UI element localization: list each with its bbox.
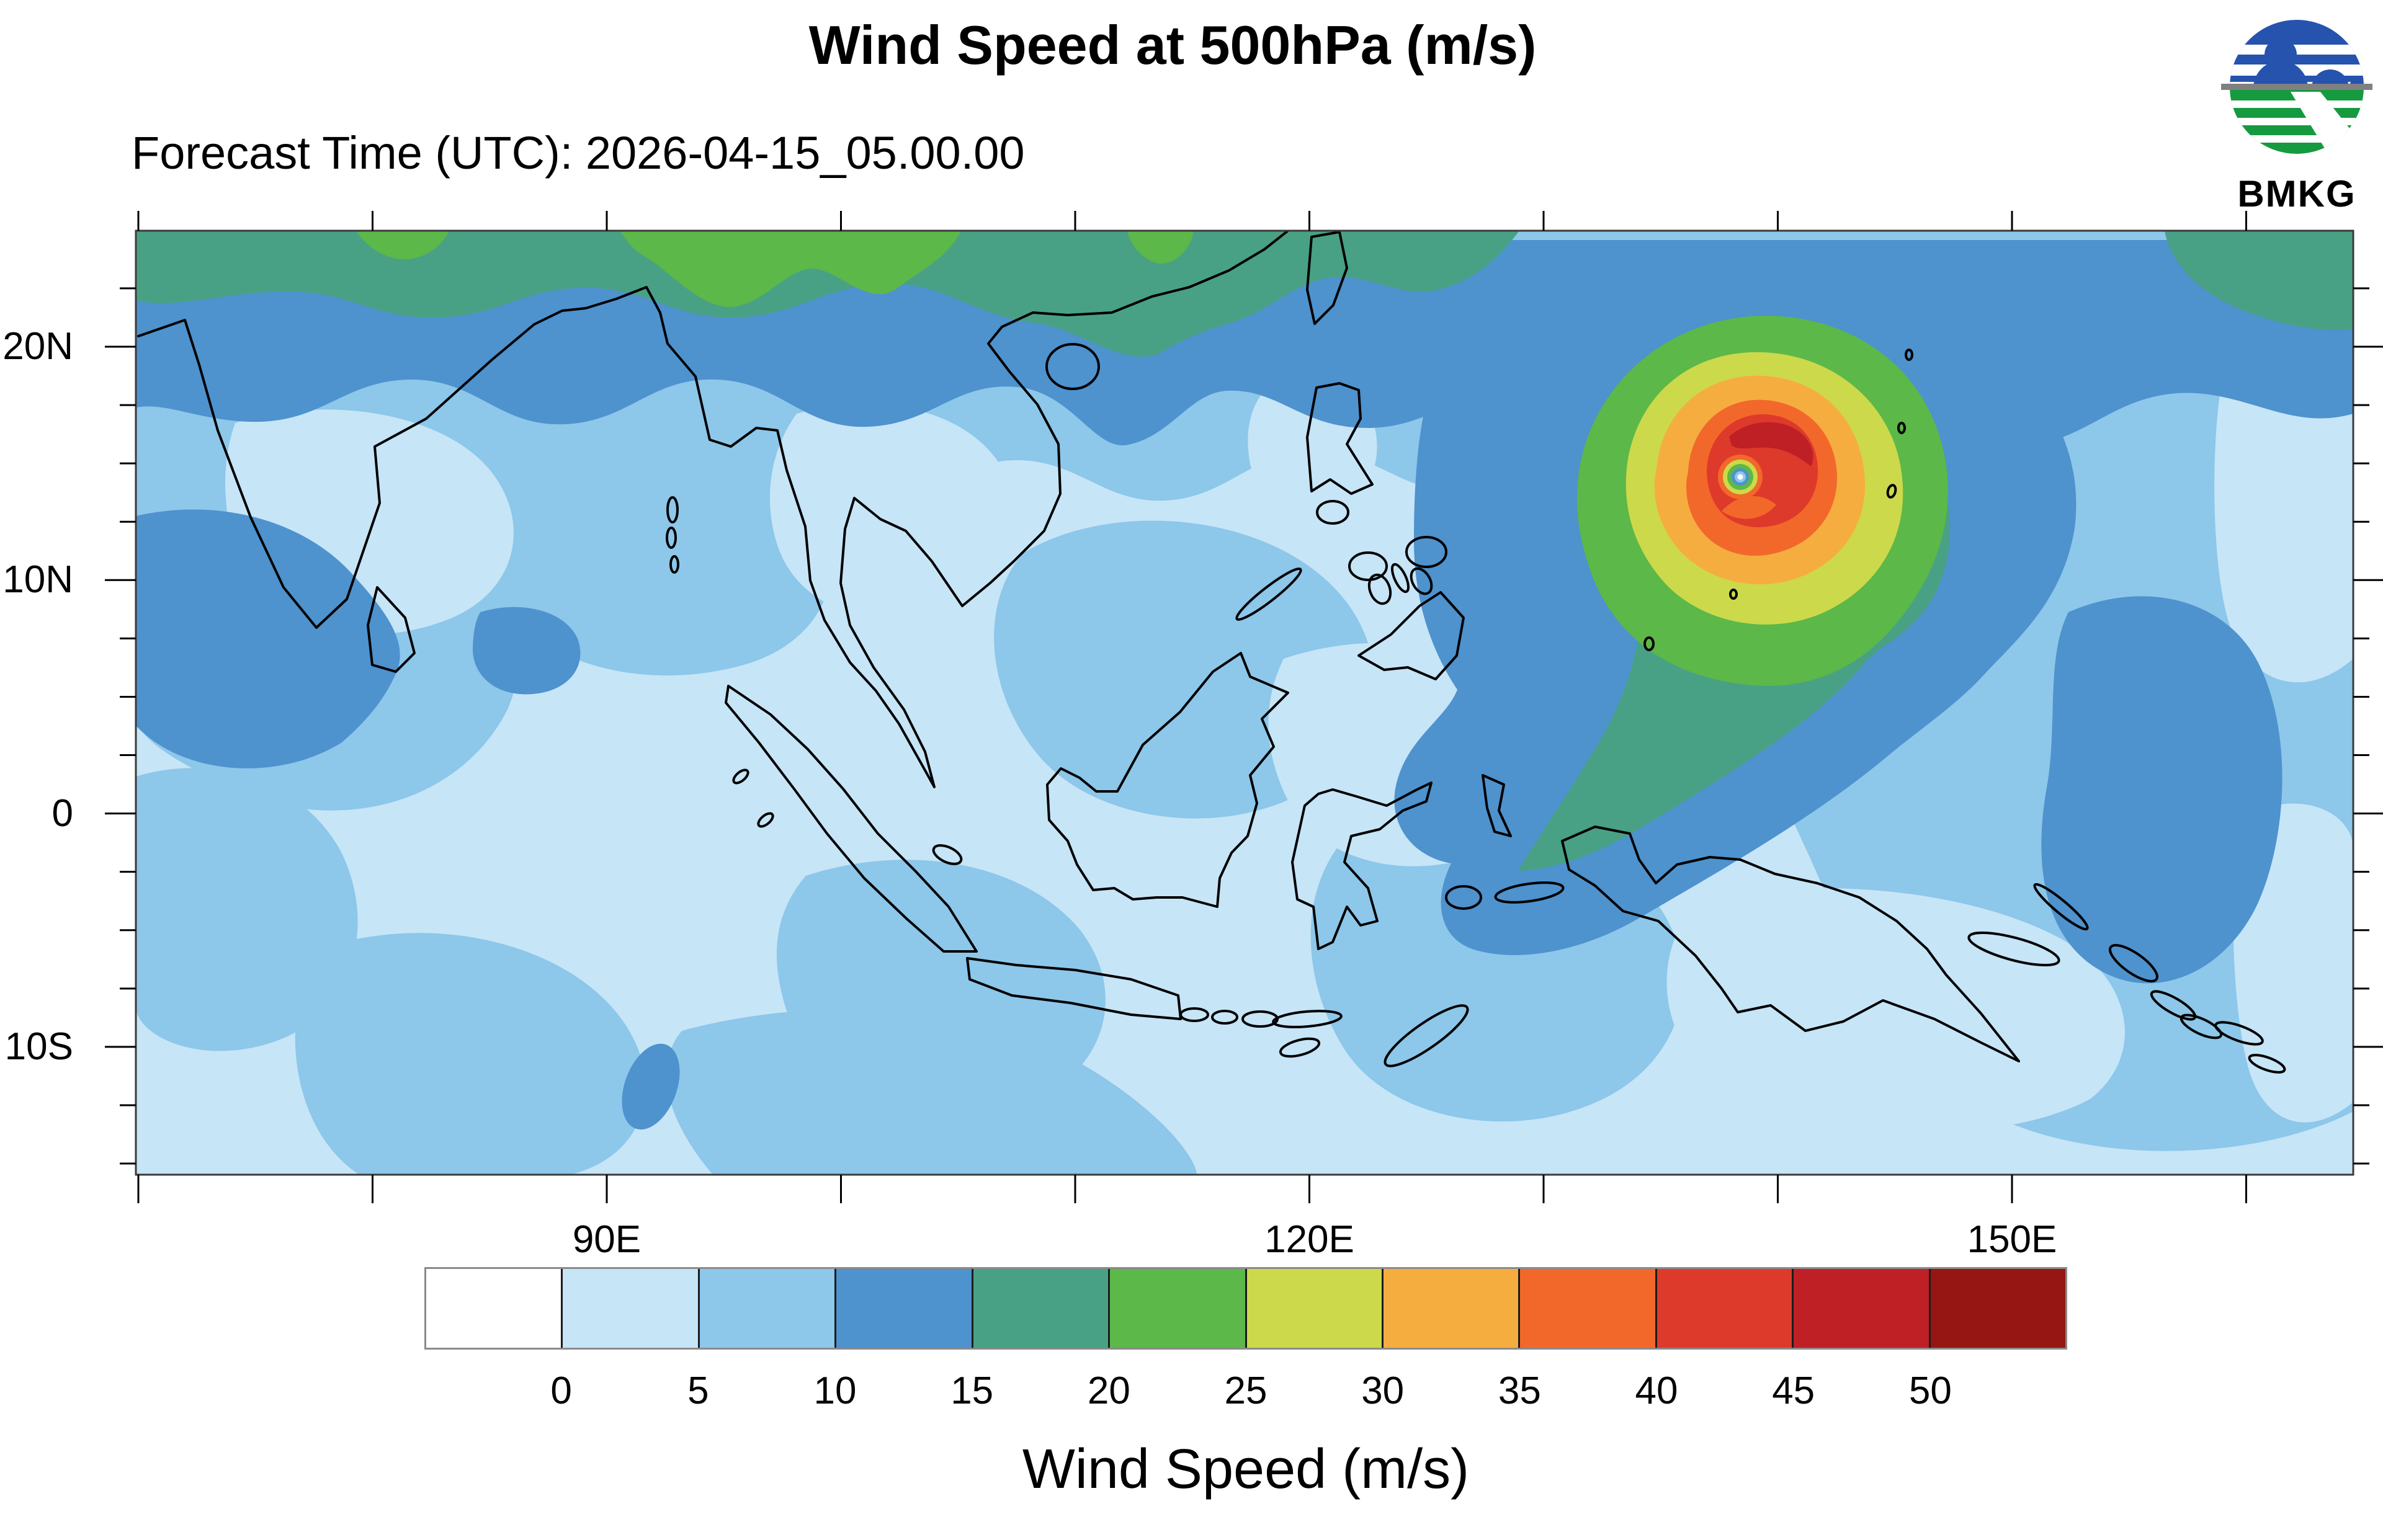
coast-flores xyxy=(1272,1010,1343,1028)
colorbar-cell-10 xyxy=(1792,1269,1929,1348)
colorbar-tick-label: 35 xyxy=(1498,1369,1541,1412)
coast-new-guinea xyxy=(1561,826,2020,1062)
coast-andaman xyxy=(666,496,679,523)
colorbar-cell-2 xyxy=(697,1269,835,1348)
colorbar-tick-label: 20 xyxy=(1087,1369,1130,1412)
colorbar-cell-11 xyxy=(1928,1269,2066,1348)
colorbar-tick-label: 10 xyxy=(813,1369,857,1412)
coast-seram xyxy=(1494,881,1565,904)
map-frame xyxy=(135,229,2354,1176)
lat-tick-label: 10N xyxy=(2,558,73,602)
colorbar-tick-label: 15 xyxy=(950,1369,994,1412)
coast-new-britain xyxy=(1967,931,2060,967)
coastlines xyxy=(137,231,2286,1074)
colorbar-tick-label: 0 xyxy=(550,1369,572,1412)
colorbar-cell-0 xyxy=(426,1269,561,1348)
colorbar-cell-1 xyxy=(561,1269,698,1348)
colorbar-tick-label: 5 xyxy=(687,1369,709,1412)
coast-mindanao xyxy=(1357,591,1465,680)
bmkg-logo-label: BMKG xyxy=(2237,173,2356,215)
axis-ticks xyxy=(105,211,2383,1203)
colorbar-cell-5 xyxy=(1108,1269,1245,1348)
coast-luzon xyxy=(1306,382,1374,495)
lon-tick-label: 90E xyxy=(572,1218,642,1261)
logo-horizon-line xyxy=(2221,84,2372,90)
colorbar-tick-label: 30 xyxy=(1361,1369,1405,1412)
colorbar-cell-4 xyxy=(971,1269,1109,1348)
coast-sumatra xyxy=(725,685,978,953)
colorbar-tick-label: 45 xyxy=(1772,1369,1815,1412)
colorbar-tick-label: 50 xyxy=(1908,1369,1952,1412)
colorbar-tick-label: 40 xyxy=(1635,1369,1678,1412)
coast-sri-lanka xyxy=(367,586,416,673)
contour-band-45-50 xyxy=(1729,422,1813,466)
coast-sulawesi xyxy=(1291,781,1433,950)
lat-tick-label: 0 xyxy=(51,791,73,835)
contour-field xyxy=(136,231,2353,1175)
colorbar-title: Wind Speed (m/s) xyxy=(1022,1438,1470,1500)
lon-tick-label: 150E xyxy=(1967,1218,2057,1261)
colorbar-cell-7 xyxy=(1381,1269,1519,1348)
colorbar-cell-6 xyxy=(1245,1269,1382,1348)
coast-timor xyxy=(1384,1004,1469,1067)
cyclone-eye xyxy=(1718,455,1763,499)
coast-hainan xyxy=(1045,343,1100,390)
coast-halmahera xyxy=(1482,774,1512,837)
coast-asia-mainland xyxy=(137,231,1289,788)
lon-tick-label: 120E xyxy=(1264,1218,1354,1261)
coast-borneo xyxy=(1046,652,1289,908)
colorbar-cell-8 xyxy=(1518,1269,1655,1348)
colorbar-cell-3 xyxy=(834,1269,972,1348)
logo-cloud-icon xyxy=(2253,61,2308,88)
bmkg-logo xyxy=(2221,20,2372,154)
page-title: Wind Speed at 500hPa (m/s) xyxy=(808,14,1537,76)
coast-palawan xyxy=(1235,567,1302,621)
colorbar-cell-9 xyxy=(1655,1269,1792,1348)
colorbar-tick-label: 25 xyxy=(1224,1369,1268,1412)
forecast-time-label: Forecast Time (UTC): 2026-04-15_05.00.00 xyxy=(132,127,1025,179)
contour-red-ring-gap xyxy=(1722,496,1776,519)
lat-tick-label: 20N xyxy=(2,325,73,368)
coast-taiwan xyxy=(1306,231,1348,325)
lat-tick-label: 10S xyxy=(4,1025,73,1068)
colorbar xyxy=(424,1267,2067,1350)
coast-java xyxy=(966,957,1182,1020)
